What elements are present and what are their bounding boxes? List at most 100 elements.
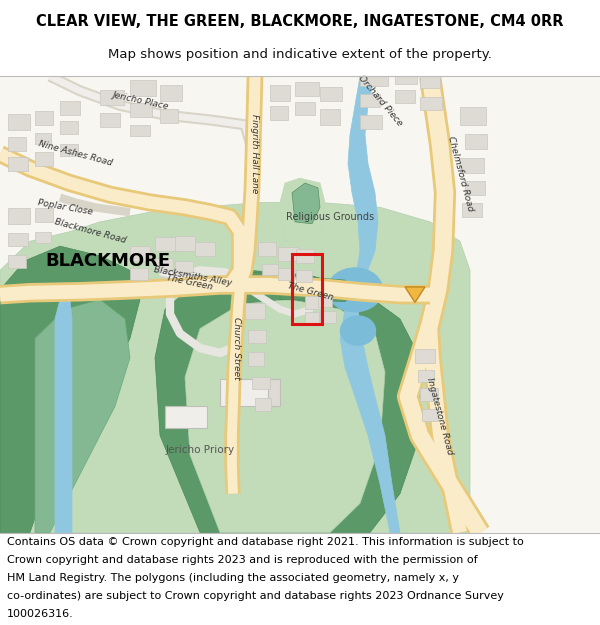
Text: Jericho Priory: Jericho Priory [166,445,235,455]
Text: Contains OS data © Crown copyright and database right 2021. This information is : Contains OS data © Crown copyright and d… [7,537,524,547]
Bar [305,312,319,324]
Bar [195,242,215,256]
Bar [278,269,294,280]
Bar [60,121,78,134]
Bar [360,115,382,129]
Bar [8,114,30,129]
Bar [8,232,28,246]
Text: co-ordinates) are subject to Crown copyright and database rights 2023 Ordnance S: co-ordinates) are subject to Crown copyr… [7,591,504,601]
Bar [420,388,438,401]
Text: CLEAR VIEW, THE GREEN, BLACKMORE, INGATESTONE, CM4 0RR: CLEAR VIEW, THE GREEN, BLACKMORE, INGATE… [36,14,564,29]
Text: Religious Grounds: Religious Grounds [286,212,374,222]
Ellipse shape [341,316,376,345]
Bar [255,398,271,411]
Text: BLACKMORE: BLACKMORE [46,252,170,270]
Text: Poplar Close: Poplar Close [37,198,93,217]
Bar [8,255,26,269]
Bar [295,102,315,115]
Bar [130,80,156,96]
Bar [248,352,264,366]
Text: Map shows position and indicative extent of the property.: Map shows position and indicative extent… [108,48,492,61]
Polygon shape [0,202,470,532]
Bar [460,158,484,173]
Text: Crown copyright and database rights 2023 and is reproduced with the permission o: Crown copyright and database rights 2023… [7,555,478,565]
Bar [360,94,380,108]
Bar [35,208,53,222]
Bar [270,106,288,120]
Bar [130,103,152,117]
Polygon shape [55,294,72,532]
Polygon shape [340,76,400,532]
Bar [296,271,312,282]
Bar [462,203,482,217]
Bar [295,82,319,96]
Bar [130,269,148,280]
Bar [100,90,124,106]
Bar [320,311,336,323]
Bar [320,109,340,125]
Text: Orchard Piece: Orchard Piece [356,73,404,127]
Bar [292,254,322,324]
Bar [296,249,314,262]
Text: Blackmore Road: Blackmore Road [53,217,127,246]
Text: Jericho Place: Jericho Place [111,90,169,111]
Polygon shape [220,271,355,299]
Bar [175,236,195,251]
Bar [465,134,487,149]
Polygon shape [35,299,130,532]
Text: The Green: The Green [286,281,334,302]
Bar [160,85,182,101]
Bar [8,157,28,171]
Polygon shape [280,178,325,241]
Bar [130,125,150,136]
Polygon shape [185,299,385,532]
Bar [60,144,78,156]
Bar [270,85,290,101]
Bar [268,379,280,406]
Text: Church Street: Church Street [233,317,241,379]
Text: Ingatestone Road: Ingatestone Road [425,376,455,456]
Text: Chelmsford Road: Chelmsford Road [446,135,475,212]
Bar [415,349,435,362]
Bar [252,377,270,389]
Text: Nine Ashes Road: Nine Ashes Road [37,140,113,168]
Bar [318,296,332,308]
Bar [165,406,207,428]
Bar [220,379,275,406]
Bar [155,258,173,271]
Text: The Green: The Green [166,272,214,291]
Bar [35,111,53,125]
Ellipse shape [328,268,383,312]
Bar [155,238,177,251]
Text: HM Land Registry. The polygons (including the associated geometry, namely x, y: HM Land Registry. The polygons (includin… [7,573,459,583]
Bar [262,264,278,275]
Bar [278,247,298,261]
Polygon shape [155,271,420,532]
Bar [420,72,440,88]
Bar [130,246,150,261]
Bar [465,181,485,194]
Text: Blacksmiths Alley: Blacksmiths Alley [153,265,233,288]
Bar [8,208,30,224]
Bar [418,371,434,382]
Bar [258,242,276,256]
Polygon shape [0,246,140,532]
Bar [160,109,178,123]
Bar [248,329,266,343]
Text: 100026316.: 100026316. [7,609,74,619]
Bar [395,90,415,103]
Bar [8,138,26,151]
Text: Fingrith Hall Lane: Fingrith Hall Lane [251,114,260,194]
Bar [420,97,442,110]
Bar [35,152,53,166]
Bar [245,303,265,319]
Polygon shape [280,275,355,301]
Bar [395,71,417,84]
Bar [422,409,438,421]
Bar [320,87,342,101]
Bar [175,261,193,272]
Bar [60,101,80,115]
Bar [360,69,388,86]
Bar [305,296,321,309]
Bar [35,232,51,243]
